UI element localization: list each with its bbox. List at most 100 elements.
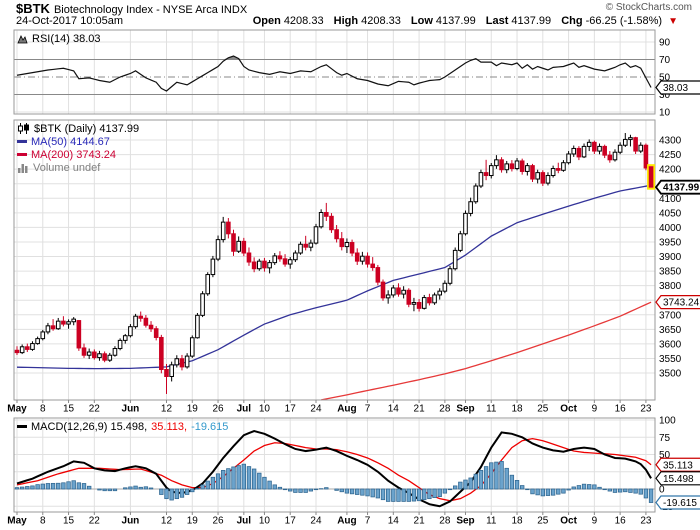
svg-text:18: 18 bbox=[511, 404, 523, 415]
svg-text:9: 9 bbox=[592, 516, 598, 527]
svg-text:May: May bbox=[7, 404, 27, 415]
svg-text:14: 14 bbox=[388, 516, 400, 527]
svg-text:30: 30 bbox=[659, 90, 671, 101]
svg-text:-19.615: -19.615 bbox=[663, 498, 697, 509]
svg-text:3650: 3650 bbox=[659, 325, 682, 336]
svg-text:50: 50 bbox=[659, 450, 671, 461]
svg-text:35.113: 35.113 bbox=[663, 460, 693, 471]
svg-text:11: 11 bbox=[486, 516, 497, 527]
svg-text:12: 12 bbox=[161, 404, 173, 415]
svg-text:15: 15 bbox=[63, 404, 75, 415]
macd-signal-box: 35.113 bbox=[655, 457, 700, 472]
svg-text:7: 7 bbox=[365, 404, 371, 415]
svg-text:16: 16 bbox=[615, 404, 627, 415]
svg-text:4100: 4100 bbox=[659, 194, 682, 205]
ma200-legend-row: MA(200) 3743.24 bbox=[17, 148, 139, 161]
svg-text:3600: 3600 bbox=[659, 339, 682, 350]
macd-signal-line bbox=[16, 437, 652, 502]
svg-text:4200: 4200 bbox=[659, 165, 682, 176]
low-value: 4137.99 bbox=[435, 15, 476, 27]
svg-text:Sep: Sep bbox=[456, 404, 474, 415]
svg-text:3500: 3500 bbox=[659, 369, 682, 380]
svg-text:3900: 3900 bbox=[659, 252, 682, 263]
y-axis-labels: 90 70 50 30 10 4300 4250 4200 4100 4050 4000 3950 39… bbox=[659, 38, 682, 513]
svg-text:Jun: Jun bbox=[122, 516, 140, 527]
main-legend: $BTK (Daily) 4137.99 MA(50) 4144.67 MA(2… bbox=[17, 122, 139, 174]
svg-text:25: 25 bbox=[537, 404, 549, 415]
chg-label: Chg bbox=[561, 15, 583, 27]
svg-text:10: 10 bbox=[259, 404, 271, 415]
ticker-symbol: $BTK bbox=[16, 1, 50, 16]
svg-text:19: 19 bbox=[187, 404, 199, 415]
high-label: High bbox=[333, 15, 359, 27]
macd-legend-signal: 35.113, bbox=[151, 420, 188, 433]
svg-text:70: 70 bbox=[659, 55, 671, 66]
last-price-box: 4137.99 bbox=[654, 179, 700, 195]
svg-text:Oct: Oct bbox=[560, 404, 577, 415]
svg-text:21: 21 bbox=[414, 516, 426, 527]
rsi-value-box: 38.03 bbox=[655, 80, 700, 95]
macd-legend-hist: -19.615 bbox=[191, 420, 229, 433]
rsi-legend-label: RSI(14) 38.03 bbox=[32, 32, 101, 45]
svg-text:Jun: Jun bbox=[122, 404, 140, 415]
svg-text:8: 8 bbox=[40, 516, 46, 527]
svg-text:Oct: Oct bbox=[560, 516, 577, 527]
macd-line-icon bbox=[17, 425, 27, 428]
macd-line bbox=[16, 429, 652, 508]
open-label: Open bbox=[252, 15, 281, 27]
svg-text:15: 15 bbox=[63, 516, 75, 527]
svg-text:100: 100 bbox=[659, 416, 676, 427]
ma200-value-box: 3743.24 bbox=[655, 295, 700, 310]
svg-text:4137.99: 4137.99 bbox=[663, 183, 700, 194]
rsi-line bbox=[16, 55, 652, 92]
ma200-line bbox=[321, 301, 652, 401]
svg-text:14: 14 bbox=[388, 404, 400, 415]
svg-text:19: 19 bbox=[187, 516, 199, 527]
ma200-line-icon bbox=[17, 153, 27, 156]
svg-text:Sep: Sep bbox=[456, 516, 474, 527]
macd-panel bbox=[13, 417, 656, 513]
quote-row: 24-Oct-2017 10:05am Open 4208.33 High 4208… bbox=[16, 15, 692, 28]
svg-text:38.03: 38.03 bbox=[663, 83, 688, 94]
svg-text:3850: 3850 bbox=[659, 267, 682, 278]
down-triangle-icon: ▼ bbox=[668, 16, 678, 27]
svg-text:4000: 4000 bbox=[659, 223, 682, 234]
macd-value-box: 15.498 bbox=[655, 471, 700, 486]
x-axis-labels: May 8 15 22 Jun 12 19 26 Jul 10 17 24 Aug 7 14 21 28 Sep 1… bbox=[7, 400, 652, 527]
volume-legend-row: Volume undef bbox=[17, 161, 139, 174]
svg-text:4250: 4250 bbox=[659, 150, 682, 161]
svg-text:26: 26 bbox=[212, 516, 224, 527]
index-name: Biotechnology Index - NYSE Arca INDX bbox=[53, 4, 248, 16]
svg-text:9: 9 bbox=[592, 404, 598, 415]
stockcharts-credit: © StockCharts.com bbox=[605, 2, 692, 13]
svg-text:17: 17 bbox=[285, 516, 297, 527]
candlestick-icon bbox=[18, 123, 29, 134]
ma50-legend-row: MA(50) 4144.67 bbox=[17, 135, 139, 148]
ma50-line bbox=[16, 184, 652, 370]
svg-text:28: 28 bbox=[439, 404, 451, 415]
open-value: 4208.33 bbox=[283, 15, 324, 27]
svg-text:3550: 3550 bbox=[659, 354, 682, 365]
svg-text:90: 90 bbox=[659, 38, 671, 49]
vertical-gridlines bbox=[16, 30, 647, 512]
rsi-overbought-fill bbox=[17, 56, 652, 60]
title-row: $BTK Biotechnology Index - NYSE Arca INDX… bbox=[16, 1, 700, 16]
chg-value: -66.25 (-1.58%) bbox=[585, 15, 663, 27]
quote-summary: Open 4208.33 High 4208.33 Low 4137.99 Last 4… bbox=[246, 15, 678, 27]
ma50-legend-label: MA(50) 4144.67 bbox=[31, 135, 110, 148]
ma200-legend-label: MA(200) 3743.24 bbox=[31, 148, 116, 161]
macd-histogram bbox=[14, 461, 654, 503]
svg-text:15.498: 15.498 bbox=[663, 474, 694, 485]
svg-text:3800: 3800 bbox=[659, 281, 682, 292]
low-label: Low bbox=[410, 15, 433, 27]
rsi-indicator-icon bbox=[17, 34, 28, 43]
svg-text:22: 22 bbox=[89, 404, 101, 415]
rsi-legend: RSI(14) 38.03 bbox=[17, 32, 100, 45]
svg-text:12: 12 bbox=[161, 516, 173, 527]
macd-hist-box: -19.615 bbox=[655, 495, 700, 510]
svg-text:75: 75 bbox=[659, 433, 671, 444]
svg-text:24: 24 bbox=[310, 516, 322, 527]
svg-text:10: 10 bbox=[259, 516, 271, 527]
